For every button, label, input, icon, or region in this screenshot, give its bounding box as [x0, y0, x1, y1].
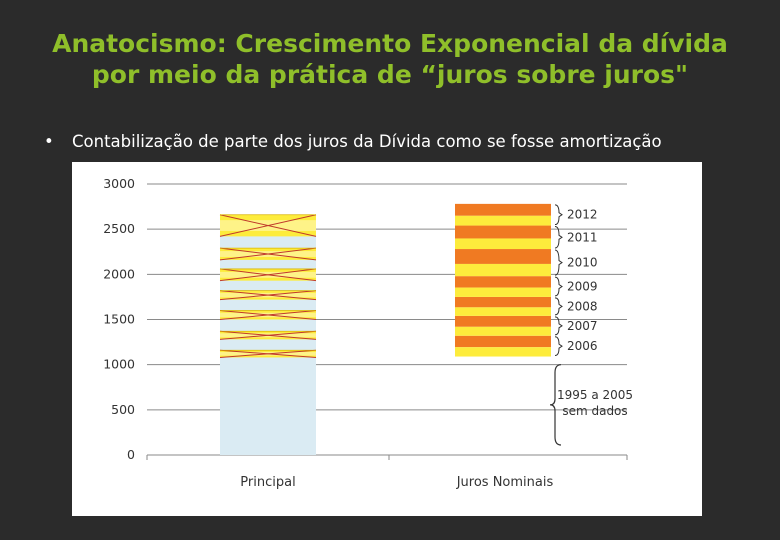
- y-tick-label: 2500: [103, 221, 135, 236]
- title-line-2: por meio da prática de “juros sobre juro…: [91, 60, 689, 89]
- band-cross-line: [219, 290, 317, 301]
- y-tick-label: 500: [111, 402, 135, 417]
- band-cross-line: [219, 330, 317, 340]
- category-label: Juros Nominais: [456, 475, 554, 490]
- band-cross-line: [219, 309, 317, 320]
- period-brace: [549, 364, 562, 446]
- juros-year-band-yellow: [455, 215, 551, 226]
- juros-year-band-yellow: [455, 263, 551, 277]
- juros-year-band-orange: [455, 203, 551, 216]
- year-label: 2011: [567, 230, 598, 244]
- bullet-dot: •: [44, 132, 54, 151]
- y-tick-label: 1500: [103, 312, 135, 327]
- year-label: 2010: [567, 256, 598, 270]
- juros-year-band-orange: [455, 225, 551, 239]
- year-brace: [554, 204, 563, 226]
- year-brace: [554, 336, 563, 357]
- stacked-bar-chart: 0 500 1000 1500 2000 2500 3000 2006 2007 2008 2009…: [103, 176, 633, 490]
- year-brace: [554, 249, 563, 276]
- y-tick-label: 3000: [103, 176, 135, 191]
- juros-year-band-orange: [455, 296, 551, 308]
- year-brace: [554, 297, 563, 316]
- year-brace: [554, 316, 563, 336]
- band-cross-line: [219, 349, 317, 358]
- period-note-line-1: 1995 a 2005: [557, 388, 633, 402]
- juros-year-band-yellow: [455, 287, 551, 297]
- band-cross-line: [219, 247, 317, 261]
- period-note-line-2: sem dados: [562, 404, 627, 418]
- y-tick-label: 1000: [103, 357, 135, 372]
- year-label: 2012: [567, 208, 598, 222]
- juros-year-band-orange: [455, 276, 551, 288]
- chart-container: 0 500 1000 1500 2000 2500 3000 2006 2007 2008 2009…: [72, 162, 702, 516]
- title-line-1: Anatocismo: Crescimento Exponencial da d…: [52, 29, 728, 58]
- juros-year-band-yellow: [455, 307, 551, 316]
- year-brace: [554, 226, 563, 249]
- bullet-text: Contabilização de parte dos juros da Dív…: [72, 132, 662, 151]
- year-brace: [554, 276, 563, 297]
- band-cross-line: [219, 268, 317, 282]
- slide-title: Anatocismo: Crescimento Exponencial da d…: [20, 28, 760, 90]
- juros-year-band-yellow: [455, 238, 551, 250]
- year-label: 2007: [567, 319, 598, 333]
- year-label: 2009: [567, 280, 598, 294]
- year-label: 2008: [567, 299, 598, 313]
- juros-year-band-orange: [455, 315, 551, 327]
- juros-year-band-yellow: [455, 347, 551, 357]
- juros-year-band-yellow: [455, 326, 551, 336]
- juros-year-band-orange: [455, 249, 551, 264]
- year-label: 2006: [567, 339, 598, 353]
- band-cross-line: [219, 214, 317, 237]
- juros-year-band-orange: [455, 335, 551, 348]
- category-label: Principal: [240, 475, 295, 490]
- y-tick-label: 0: [127, 447, 135, 462]
- y-tick-label: 2000: [103, 266, 135, 281]
